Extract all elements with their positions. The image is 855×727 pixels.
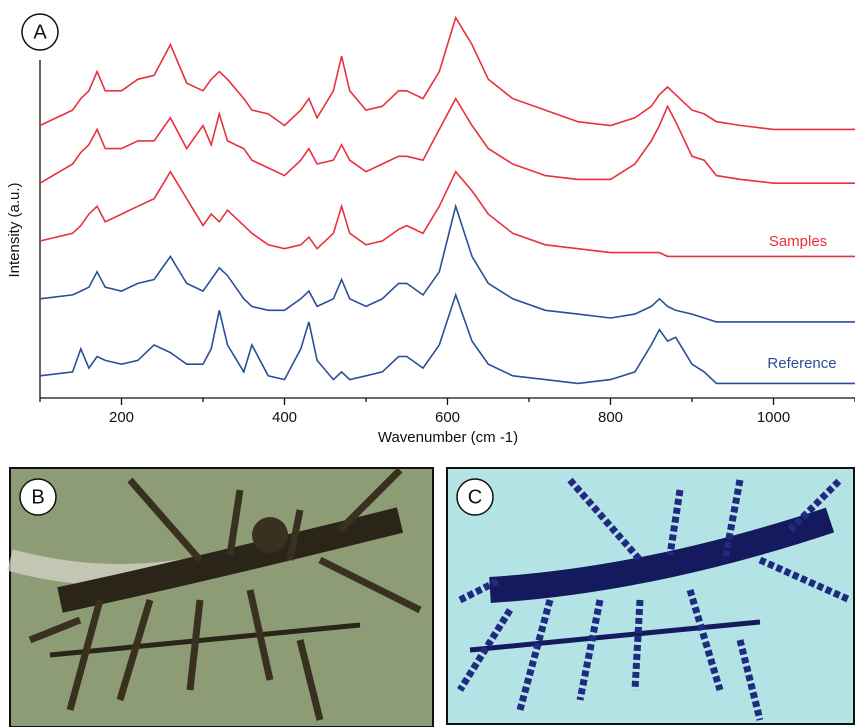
x-tick-label: 1000 (757, 409, 790, 426)
figure: A Intensity (a.u.) Wavenumber (cm -1) Sa… (0, 0, 855, 727)
annotation: Samples (769, 233, 827, 250)
panel-label: A (33, 21, 47, 43)
y-axis-label: Intensity (a.u.) (6, 182, 23, 277)
x-tick-label: 400 (272, 409, 297, 426)
annotation: Reference (767, 355, 836, 372)
spectrum-line (40, 99, 855, 184)
panel-label: B (31, 486, 44, 508)
x-axis-label: Wavenumber (cm -1) (378, 429, 518, 446)
x-tick-label: 600 (435, 409, 460, 426)
page: A Intensity (a.u.) Wavenumber (cm -1) Sa… (0, 0, 855, 727)
spectrum-line (40, 206, 855, 322)
photo-c (447, 468, 854, 724)
x-tick-label: 800 (598, 409, 623, 426)
panel-label: C (468, 486, 482, 508)
spectrum-line (40, 172, 855, 257)
spectrum-line (40, 295, 855, 384)
x-tick-label: 200 (109, 409, 134, 426)
photo-b (10, 468, 433, 727)
